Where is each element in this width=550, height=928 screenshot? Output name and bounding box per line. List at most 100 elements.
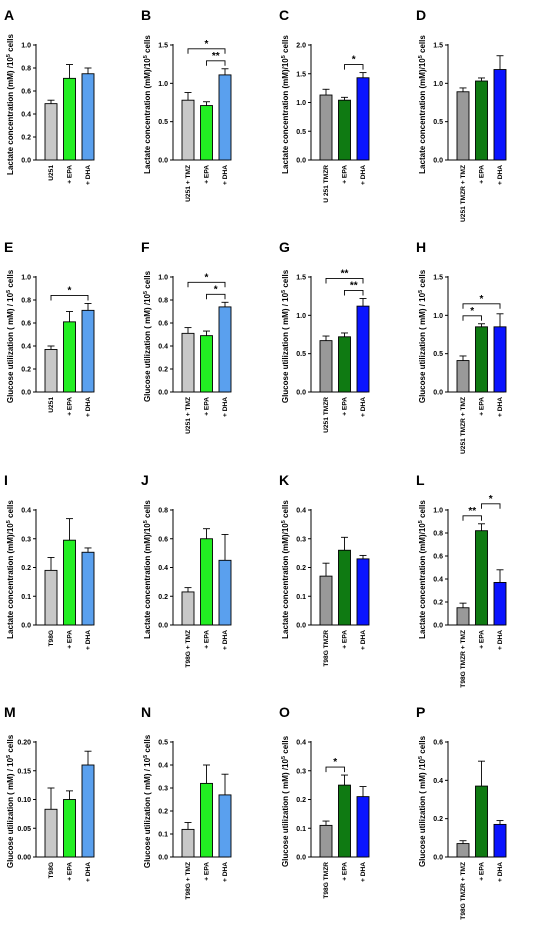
bar	[63, 799, 76, 858]
category-label: + EPA	[204, 630, 211, 649]
bar	[81, 309, 95, 393]
y-tick-label: 0.0	[296, 623, 306, 630]
y-tick-label: 0.0	[158, 158, 168, 165]
y-tick-label: 0.8	[158, 508, 168, 515]
category-label: T98G TMZR	[323, 862, 330, 899]
bar	[81, 73, 95, 161]
category-label: + DHA	[497, 397, 504, 417]
chart-panel-p: P Glucose utilization ( mM) /105 cells 0.0…	[416, 704, 507, 920]
bar	[200, 105, 213, 161]
significance-label: *	[68, 285, 72, 296]
bar	[356, 558, 370, 626]
significance-bracket	[325, 766, 345, 773]
category-label: U 251 TMZR	[323, 165, 330, 203]
significance-label: *	[470, 306, 474, 317]
y-axis-title: Glucose utilization ( mM) /105 cells	[281, 735, 290, 867]
y-tick-label: 0.8	[158, 298, 168, 305]
panel-label: A	[4, 7, 14, 23]
y-tick-label: 0.5	[296, 129, 306, 136]
bar	[456, 843, 470, 858]
y-tick-label: 0.6	[21, 321, 31, 328]
bar	[493, 823, 507, 858]
y-axis-title: Lactate concentration (mM)/105 cells	[143, 35, 152, 174]
y-tick-label: 0.5	[158, 740, 168, 747]
category-label: + DHA	[497, 165, 504, 185]
significance-label: *	[480, 294, 484, 305]
panel-label: B	[141, 7, 151, 23]
y-tick-label: 0.2	[296, 797, 306, 804]
y-tick-label: 0.3	[296, 768, 306, 775]
significance-label: **	[468, 506, 476, 517]
bar	[218, 794, 232, 858]
y-tick-label: 0.4	[21, 344, 31, 351]
bar	[338, 336, 351, 393]
category-label: U251	[48, 165, 55, 181]
y-tick-label: 0.5	[433, 351, 443, 358]
y-tick-label: 0.2	[433, 816, 443, 823]
y-axis-title: Glucose utilization ( mM) / 105 cells	[418, 269, 427, 403]
bar	[81, 551, 95, 626]
category-label: + EPA	[67, 630, 74, 649]
y-tick-label: 0.1	[158, 832, 168, 839]
category-label: + EPA	[342, 630, 349, 649]
y-tick-label: 0.3	[158, 786, 168, 793]
panel-label: J	[141, 472, 149, 488]
category-label: U251 + TMZ	[185, 165, 192, 202]
y-tick-label: 0.0	[296, 855, 306, 862]
y-tick-label: 2.0	[296, 43, 306, 50]
category-label: + DHA	[85, 630, 92, 650]
y-tick-label: 0.0	[158, 855, 168, 862]
category-label: + EPA	[204, 862, 211, 881]
significance-label: *	[205, 272, 209, 283]
category-label: + DHA	[222, 630, 229, 650]
y-tick-label: 0.3	[21, 536, 31, 543]
bar	[63, 539, 76, 626]
y-tick-label: 1.0	[21, 43, 31, 50]
significance-label: **	[350, 280, 358, 291]
chart-panel-m: M Glucose utilization ( mM) / 105 cells0.…	[4, 704, 95, 882]
y-tick-label: 0.6	[433, 740, 443, 747]
y-tick-label: 1.5	[158, 43, 168, 50]
y-tick-label: 1.0	[433, 508, 443, 515]
category-label: + EPA	[342, 862, 349, 881]
significance-label: *	[214, 284, 218, 295]
y-tick-label: 0.2	[158, 367, 168, 374]
y-tick-label: 1.0	[296, 313, 306, 320]
chart-panel-e: E Glucose utilization ( mM) / 105 cells 0.…	[4, 239, 95, 417]
significance-label: **	[212, 51, 220, 62]
bar	[181, 332, 195, 393]
y-tick-label: 0.2	[296, 565, 306, 572]
bar	[44, 569, 58, 626]
panel-label: O	[279, 704, 290, 720]
y-tick-label: 0.4	[158, 344, 168, 351]
bar	[493, 69, 507, 161]
panel-label: I	[4, 472, 8, 488]
category-label: + DHA	[360, 862, 367, 882]
chart-panel-d: D Lactate concentration (mM)/105 cells 0.0…	[416, 7, 507, 222]
bar	[44, 808, 58, 858]
category-label: T98G + TMZ	[185, 630, 192, 668]
bar	[475, 80, 488, 161]
y-tick-label: 0.6	[433, 554, 443, 561]
y-tick-label: 0.1	[296, 826, 306, 833]
category-label: U251 + TMZ	[185, 397, 192, 434]
bar	[493, 326, 507, 393]
significance-bracket	[206, 293, 226, 300]
y-tick-label: 1.5	[296, 275, 306, 282]
bar	[493, 581, 507, 626]
chart-panel-i: I Lactate concentration (mM)/105 cells 0.0…	[4, 472, 95, 650]
y-tick-label: 0.6	[21, 89, 31, 96]
y-tick-label: 1.5	[433, 275, 443, 282]
significance-label: **	[341, 268, 349, 279]
significance-bracket	[50, 295, 89, 301]
y-tick-label: 0.8	[433, 531, 443, 538]
y-tick-label: 0.4	[158, 565, 168, 572]
category-label: + DHA	[360, 630, 367, 650]
chart-panel-k: K Lactate concentration (mM)/105 cells 0.0…	[279, 472, 370, 667]
y-axis-title: Lactate concentration (mM) /105 cells	[6, 34, 15, 175]
category-label: + EPA	[479, 630, 486, 649]
chart-panel-o: O Glucose utilization ( mM) /105 cells 0.0…	[279, 704, 370, 899]
y-axis-title: Lactate concentration (mM)/105 cells	[418, 500, 427, 639]
bar	[475, 530, 488, 626]
panel-label: H	[416, 239, 426, 255]
